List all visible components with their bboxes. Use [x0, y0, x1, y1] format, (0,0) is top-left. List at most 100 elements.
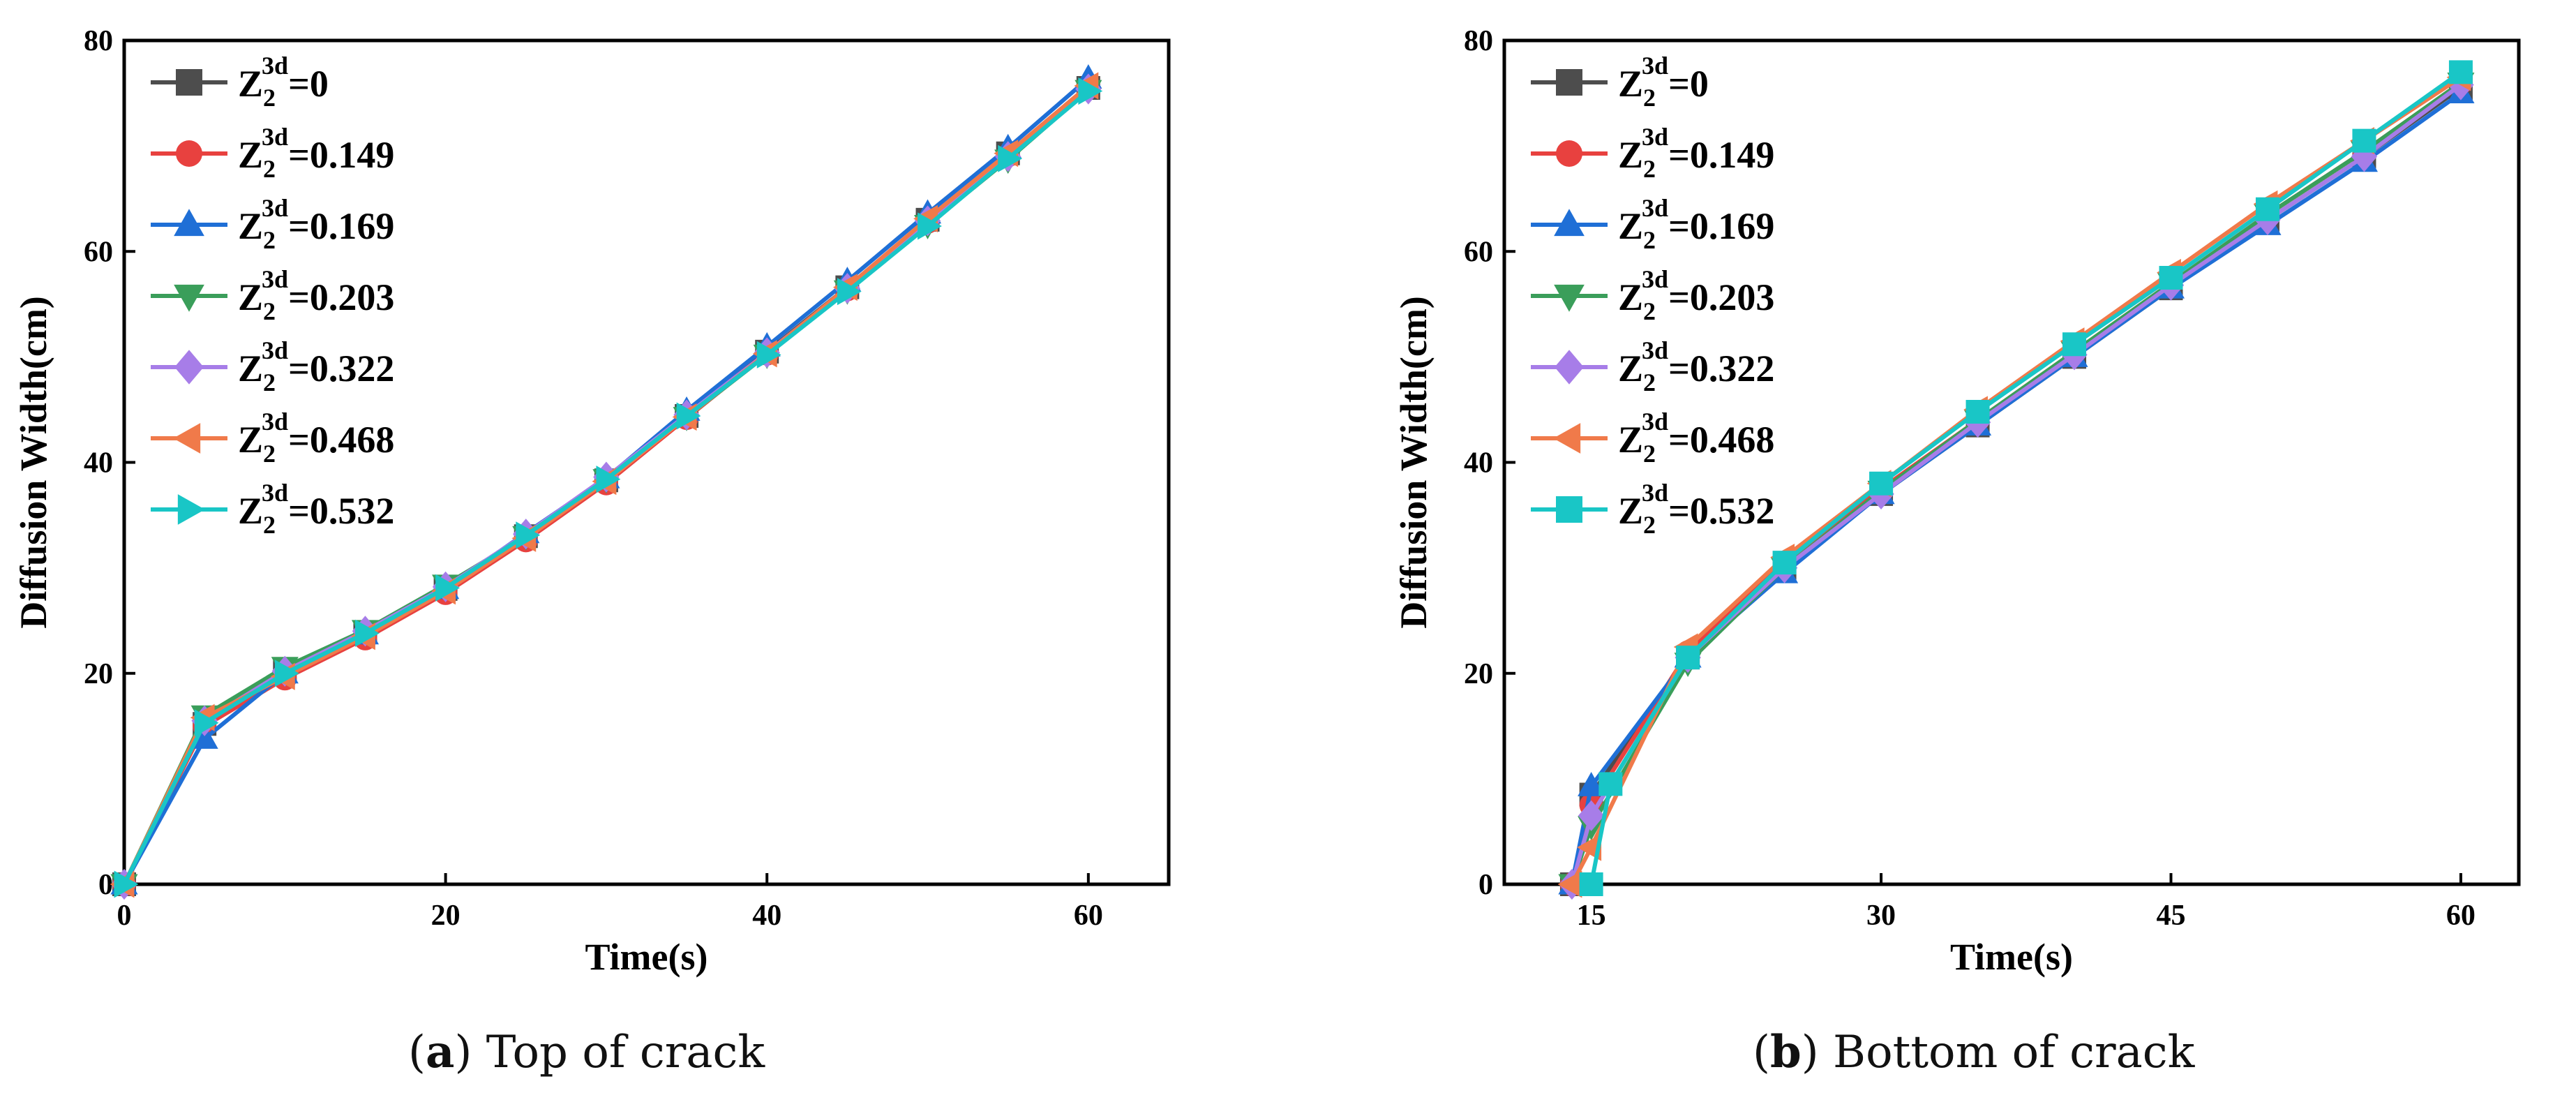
series-5 [1557, 64, 2471, 898]
legend-label-value: =0.322 [288, 348, 394, 389]
legend-label: Z2 3d=0.468 [238, 408, 394, 468]
legend-marker [174, 209, 204, 237]
caption-b-text: Bottom of crack [1818, 1027, 2195, 1078]
y-tick-label: 60 [1464, 236, 1493, 268]
legend-marker [1556, 140, 1582, 167]
legend-label-value: =0.169 [1668, 205, 1774, 247]
legend-entry: Z2 3d=0.203 [151, 265, 394, 325]
legend-label-base: Z [1618, 63, 1643, 105]
legend-entry: Z2 3d=0.149 [151, 123, 394, 183]
data-point [274, 660, 299, 687]
legend-label: Z2 3d=0.532 [238, 479, 394, 539]
legend-label: Z2 3d=0 [238, 52, 329, 112]
legend-entry: Z2 3d=0.322 [151, 336, 394, 396]
data-point [596, 466, 621, 493]
data-point [1676, 646, 1700, 670]
caption-a-letter: a [425, 1026, 455, 1078]
data-point [2352, 128, 2376, 153]
legend-entry: Z2 3d=0.322 [1531, 336, 1774, 396]
series-6 [114, 77, 1103, 898]
data-point [194, 709, 219, 737]
legend-label-value: =0.149 [288, 134, 394, 176]
legend-entry: Z2 3d=0.203 [1531, 265, 1774, 325]
legend-label: Z2 3d=0.203 [238, 265, 394, 325]
y-tick-label: 0 [1478, 869, 1493, 901]
legend-label-sub: 2 [263, 155, 276, 183]
legend-label-sup: 3d [262, 265, 288, 293]
legend-label-base: Z [238, 276, 263, 318]
legend-label-base: Z [238, 134, 263, 176]
legend-entry: Z2 3d=0.532 [1531, 479, 1774, 539]
legend-marker [1553, 423, 1581, 454]
panel-b-chart: 15 30 45 60 0 20 40 60 80 Time(s) Diffusion Width(… [1393, 25, 2521, 978]
legend-label-base: Z [1618, 490, 1643, 532]
x-axis-label: Time(s) [585, 936, 708, 978]
data-point [355, 619, 380, 647]
legend-marker [1556, 496, 1582, 523]
legend-entry: Z2 3d=0.468 [151, 408, 394, 468]
legend-label-base: Z [238, 205, 263, 247]
legend-label-sub: 2 [263, 297, 276, 325]
legend-label-value: =0.532 [1668, 490, 1774, 532]
y-axis-label: Diffusion Width(cm) [13, 296, 54, 629]
legend-label: Z2 3d=0.149 [238, 123, 394, 183]
data-point [756, 341, 781, 369]
legend-label-base: Z [238, 63, 263, 105]
legend-marker [176, 140, 202, 167]
y-tick-label: 20 [84, 658, 113, 690]
x-tick-label: 15 [1577, 900, 1606, 932]
data-point [190, 724, 218, 749]
legend-entry: Z2 3d=0.169 [1531, 194, 1774, 254]
legend-label-value: =0.203 [1668, 276, 1774, 318]
legend-label-sub: 2 [1643, 511, 1656, 539]
y-tick-label: 40 [84, 447, 113, 479]
series-6 [1579, 60, 2473, 896]
legend-label-sub: 2 [1643, 369, 1656, 396]
legend-label-value: =0.468 [1668, 419, 1774, 461]
legend-label: Z2 3d=0.149 [1618, 123, 1774, 183]
data-point [2062, 332, 2087, 357]
series-line [1589, 70, 2462, 885]
data-point [114, 870, 139, 898]
y-tick-label: 80 [84, 25, 113, 57]
legend-label: Z2 3d=0.322 [238, 336, 394, 396]
legend-label-value: =0.149 [1668, 134, 1774, 176]
legend-entry: Z2 3d=0 [151, 52, 329, 112]
legend-label-sub: 2 [263, 369, 276, 396]
legend-marker [1554, 209, 1585, 237]
legend-marker [173, 423, 201, 454]
legend-label: Z2 3d=0.468 [1618, 408, 1774, 468]
y-tick-label: 20 [1464, 658, 1493, 690]
series-1 [1559, 70, 2473, 896]
legend-label-sup: 3d [1642, 194, 1668, 222]
legend-label-value: =0.203 [288, 276, 394, 318]
legend-label-value: =0 [1668, 63, 1709, 105]
panel-a-chart: 0 20 40 60 0 20 40 60 80 Time(s) Diffusion Width(c… [13, 25, 1171, 978]
data-point [1579, 872, 1603, 896]
x-axis-label: Time(s) [1950, 936, 2073, 978]
legend-label: Z2 3d=0.203 [1618, 265, 1774, 325]
data-point [1965, 399, 1990, 424]
data-point [918, 212, 942, 240]
data-point [837, 278, 862, 306]
data-point [1869, 471, 1894, 496]
series-line [1569, 81, 2462, 885]
legend-label: Z2 3d=0.169 [1618, 194, 1774, 254]
series-3 [1558, 73, 2475, 899]
legend-label-sup: 3d [1642, 336, 1668, 364]
legend-label-value: =0 [288, 63, 329, 105]
y-tick-label: 60 [84, 236, 113, 268]
caption-b-close: ) [1801, 1027, 1819, 1078]
legend-marker [174, 350, 204, 385]
legend-label-sup: 3d [262, 479, 288, 507]
legend-marker [1555, 350, 1584, 385]
x-tick-label: 45 [2156, 900, 2185, 932]
x-tick-label: 20 [431, 900, 460, 932]
caption-a-text: Top of crack [472, 1027, 765, 1078]
legend-entry: Z2 3d=0.532 [151, 479, 394, 539]
legend-label-sup: 3d [1642, 123, 1668, 151]
series-line [1570, 75, 2462, 886]
caption-b-letter: b [1769, 1026, 1802, 1078]
caption-b-open: ( [1753, 1027, 1770, 1078]
